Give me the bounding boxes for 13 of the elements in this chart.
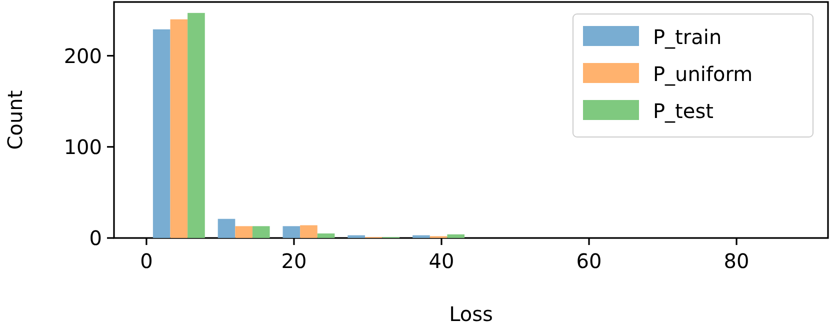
x-tick-label: 40 [428,249,454,273]
y-axis-title: Count [3,90,27,150]
legend-label: P_uniform [653,62,753,86]
x-tick-label: 80 [724,249,750,273]
legend-label: P_train [653,25,722,49]
y-tick-label: 0 [89,226,102,250]
legend-label: P_test [653,99,714,123]
x-tick-label: 0 [140,249,153,273]
x-axis-title: Loss [449,302,493,326]
y-tick-label: 200 [64,44,102,68]
y-tick-label: 100 [64,134,102,159]
x-tick-label: 20 [281,249,307,273]
x-tick-label: 60 [576,249,602,273]
